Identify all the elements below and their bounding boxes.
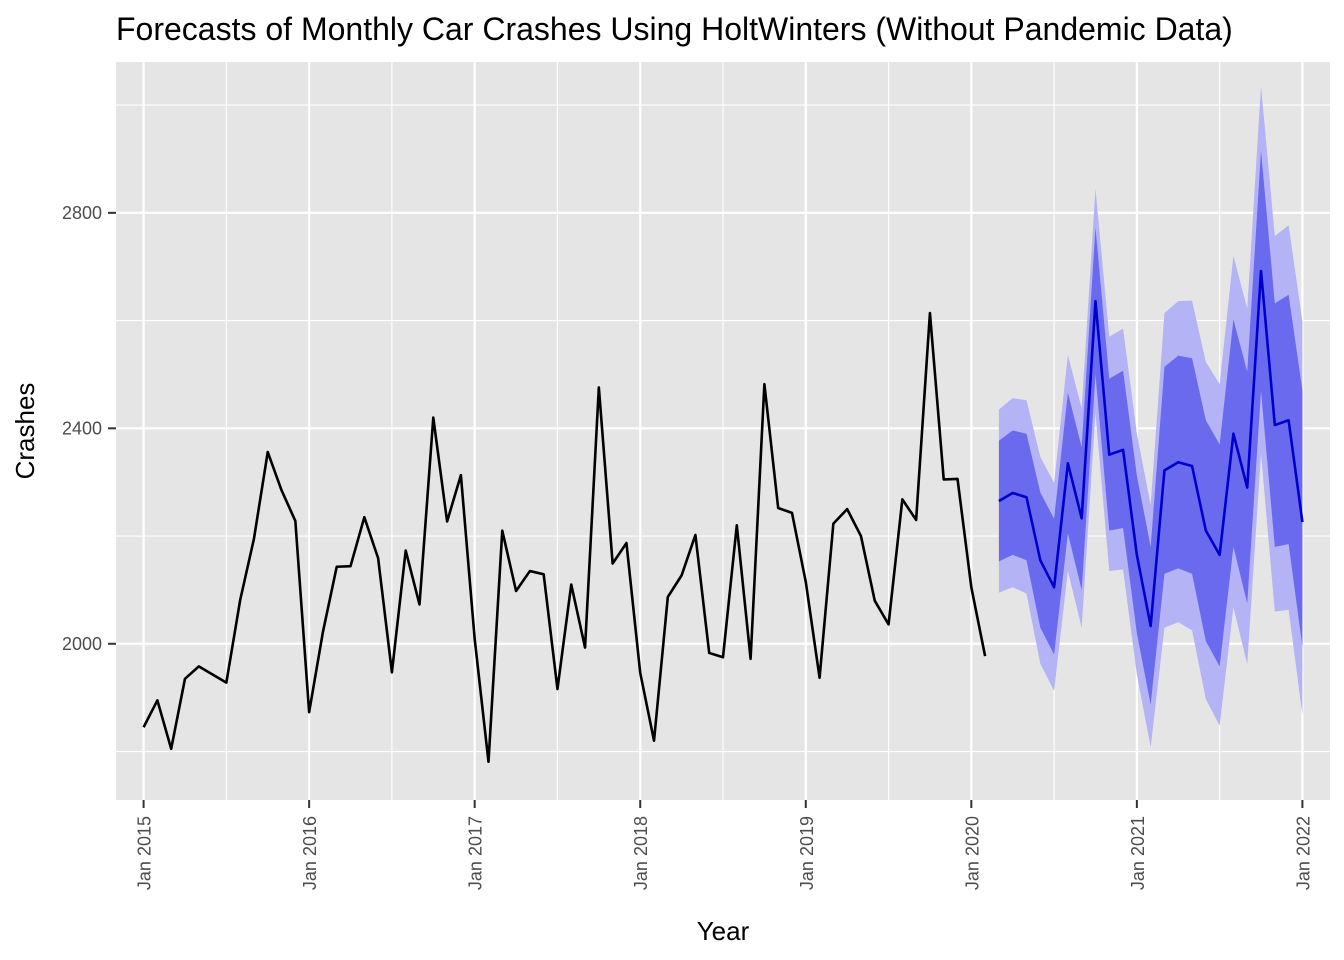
x-axis-title: Year: [697, 916, 750, 946]
x-axis: Jan 2015 Jan 2016 Jan 2017 Jan 2018 Jan 2019…: [135, 800, 1313, 890]
x-tick-label: Jan 2022: [1293, 816, 1313, 890]
x-tick-label: Jan 2017: [466, 816, 486, 890]
observed-series-line: [142, 311, 987, 764]
band-80-interval: [998, 150, 1303, 705]
y-tick-label: 2800: [62, 203, 102, 223]
x-tick-label: Jan 2019: [797, 816, 817, 890]
x-tick-label: Jan 2016: [300, 816, 320, 890]
y-tick-label: 2000: [62, 634, 102, 654]
x-tick-label: Jan 2020: [962, 816, 982, 890]
x-tick-label: Jan 2018: [631, 816, 651, 890]
chart-title: Forecasts of Monthly Car Crashes Using H…: [116, 11, 1233, 47]
y-axis-title: Crashes: [10, 383, 40, 480]
x-tick-label: Jan 2015: [135, 816, 155, 890]
y-tick-label: 2400: [62, 418, 102, 438]
prediction-intervals: [998, 86, 1303, 748]
forecast-mean-line: [998, 269, 1304, 628]
series-lines: [142, 269, 1304, 764]
x-tick-label: Jan 2021: [1128, 816, 1148, 890]
y-axis: 2000 2400 2800: [62, 203, 116, 654]
